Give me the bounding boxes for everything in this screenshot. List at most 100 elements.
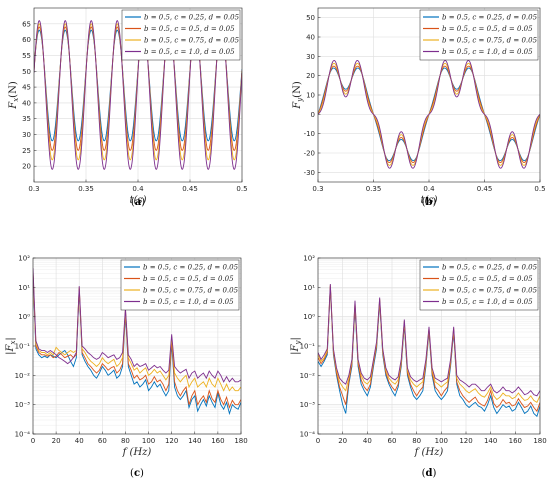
- x-axis-label: t(s): [130, 195, 147, 206]
- legend: b = 0.5, c = 0.25, d = 0.05 b = 0.5, c = …: [120, 259, 240, 311]
- y-axis-label: |Fy|: [290, 337, 302, 355]
- x-tick-label: 40: [75, 437, 84, 445]
- panel-caption: (a): [131, 197, 145, 208]
- x-axis-label: f (Hz): [414, 447, 444, 458]
- x-tick-label: 0.3: [312, 185, 323, 193]
- series-line: [33, 268, 241, 383]
- x-tick-label: 60: [388, 437, 397, 445]
- x-tick-label: 0.5: [534, 185, 545, 193]
- y-tick-label: 30: [22, 131, 31, 139]
- legend: b = 0.5, c = 0.25, d = 0.05 b = 0.5, c = …: [121, 9, 241, 61]
- series-line: [34, 20, 242, 170]
- legend-box: [121, 9, 241, 61]
- y-tick-label: 20: [22, 163, 31, 171]
- x-tick-label: 0.3: [28, 185, 39, 193]
- y-tick-label: 10²: [303, 255, 315, 263]
- x-tick-label: 0.45: [477, 185, 493, 193]
- x-tick-label: 60: [98, 437, 107, 445]
- x-tick-label: 180: [533, 437, 546, 445]
- x-tick-label: 160: [211, 437, 224, 445]
- x-tick-label: 120: [459, 437, 472, 445]
- y-tick-label: 65: [22, 20, 31, 28]
- y-tick-label: 25: [22, 147, 31, 155]
- series-line: [33, 275, 241, 416]
- y-tick-label: 10⁻⁴: [15, 431, 31, 439]
- y-tick-label: 50: [306, 14, 315, 22]
- x-tick-label: 100: [142, 437, 155, 445]
- x-tick-label: 0: [31, 437, 35, 445]
- y-tick-label: 10: [306, 92, 315, 100]
- legend-entry: b = 0.5, c = 0.75, d = 0.05: [144, 37, 240, 45]
- series-line: [33, 273, 241, 409]
- x-tick-label: 140: [188, 437, 201, 445]
- y-tick-label: 10⁻³: [15, 401, 31, 409]
- legend-box: [419, 9, 539, 61]
- x-tick-label: 0: [316, 437, 320, 445]
- chart-panel-3: 0 20 40 60 80 100 120 140 160 180 10⁻⁴ 10⁻³ 10⁻² 10⁻¹…: [5, 255, 248, 480]
- y-tick-label: 20: [306, 72, 315, 80]
- y-tick-label: 50: [22, 68, 31, 76]
- panel-caption: (c): [130, 468, 144, 479]
- legend: b = 0.5, c = 0.25, d = 0.05 b = 0.5, c = …: [419, 9, 539, 61]
- x-tick-label: 100: [435, 437, 448, 445]
- y-tick-label: 60: [22, 36, 31, 44]
- legend-entry: b = 0.5, c = 0.5, d = 0.05: [442, 25, 533, 33]
- series-line: [33, 271, 241, 392]
- y-tick-label: 10⁰: [303, 313, 315, 321]
- legend-entry: b = 0.5, c = 0.25, d = 0.05: [143, 264, 239, 272]
- x-tick-label: 40: [363, 437, 372, 445]
- y-tick-label: 0: [311, 111, 315, 119]
- panel-caption: (b): [422, 197, 437, 208]
- y-tick-label: 40: [306, 34, 315, 42]
- legend-entry: b = 0.5, c = 0.75, d = 0.05: [442, 287, 538, 295]
- legend: b = 0.5, c = 0.25, d = 0.05 b = 0.5, c = …: [419, 259, 539, 311]
- x-tick-label: 0.4: [423, 185, 435, 193]
- y-tick-label: 10⁻¹: [300, 343, 316, 351]
- legend-entry: b = 0.5, c = 0.25, d = 0.05: [442, 264, 538, 272]
- y-tick-label: -30: [304, 169, 315, 177]
- x-tick-label: 80: [121, 437, 130, 445]
- x-tick-label: 0.35: [78, 185, 94, 193]
- y-tick-label: -20: [304, 150, 315, 158]
- legend-box: [120, 259, 240, 311]
- x-tick-label: 80: [412, 437, 421, 445]
- legend-entry: b = 0.5, c = 1.0, d = 0.05: [442, 298, 533, 306]
- y-axis-label: Fy(N): [292, 81, 304, 110]
- x-tick-label: 0.45: [182, 185, 198, 193]
- legend-entry: b = 0.5, c = 0.5, d = 0.05: [442, 275, 533, 283]
- y-tick-label: 10¹: [18, 284, 30, 292]
- legend-entry: b = 0.5, c = 0.25, d = 0.05: [442, 14, 538, 22]
- x-tick-label: 20: [52, 437, 61, 445]
- y-tick-label: 10⁻³: [300, 401, 316, 409]
- x-tick-label: 180: [234, 437, 247, 445]
- legend-entry: b = 0.5, c = 1.0, d = 0.05: [442, 48, 533, 56]
- legend-entry: b = 0.5, c = 0.5, d = 0.05: [144, 25, 235, 33]
- series-line: [318, 283, 540, 397]
- y-axis-label: Fx(N): [8, 81, 20, 110]
- x-tick-label: 160: [509, 437, 522, 445]
- y-tick-label: 10⁰: [18, 313, 30, 321]
- y-tick-label: 10²: [18, 255, 30, 263]
- chart-panel-1: 0.3 0.35 0.4 0.45 0.5 20 25 30 35 40 45 50 55 60 65 t(s…: [8, 7, 248, 208]
- y-tick-label: 40: [22, 99, 31, 107]
- y-tick-label: 10⁻²: [15, 372, 31, 380]
- y-tick-label: -10: [304, 130, 315, 138]
- panel-caption: (d): [422, 468, 437, 479]
- chart-panel-2: 0.3 0.35 0.4 0.45 0.5 -30 -20 -10 0 10 20 30 40 50 t(s…: [292, 7, 546, 208]
- x-tick-label: 120: [165, 437, 178, 445]
- legend-entry: b = 0.5, c = 0.25, d = 0.05: [144, 14, 240, 22]
- y-tick-label: 10⁻²: [300, 372, 316, 380]
- y-tick-label: 35: [22, 115, 31, 123]
- x-axis-label: t(s): [421, 195, 438, 206]
- legend-entry: b = 0.5, c = 0.75, d = 0.05: [442, 37, 538, 45]
- x-tick-label: 20: [338, 437, 347, 445]
- legend-entry: b = 0.5, c = 0.75, d = 0.05: [143, 287, 239, 295]
- legend-entry: b = 0.5, c = 0.5, d = 0.05: [143, 275, 234, 283]
- legend-entry: b = 0.5, c = 1.0, d = 0.05: [143, 298, 234, 306]
- legend-box: [419, 259, 539, 311]
- x-axis-label: f (Hz): [122, 447, 152, 458]
- series-line: [318, 60, 540, 169]
- legend-entry: b = 0.5, c = 1.0, d = 0.05: [144, 48, 235, 56]
- y-tick-label: 45: [22, 84, 31, 92]
- y-tick-label: 30: [306, 53, 315, 61]
